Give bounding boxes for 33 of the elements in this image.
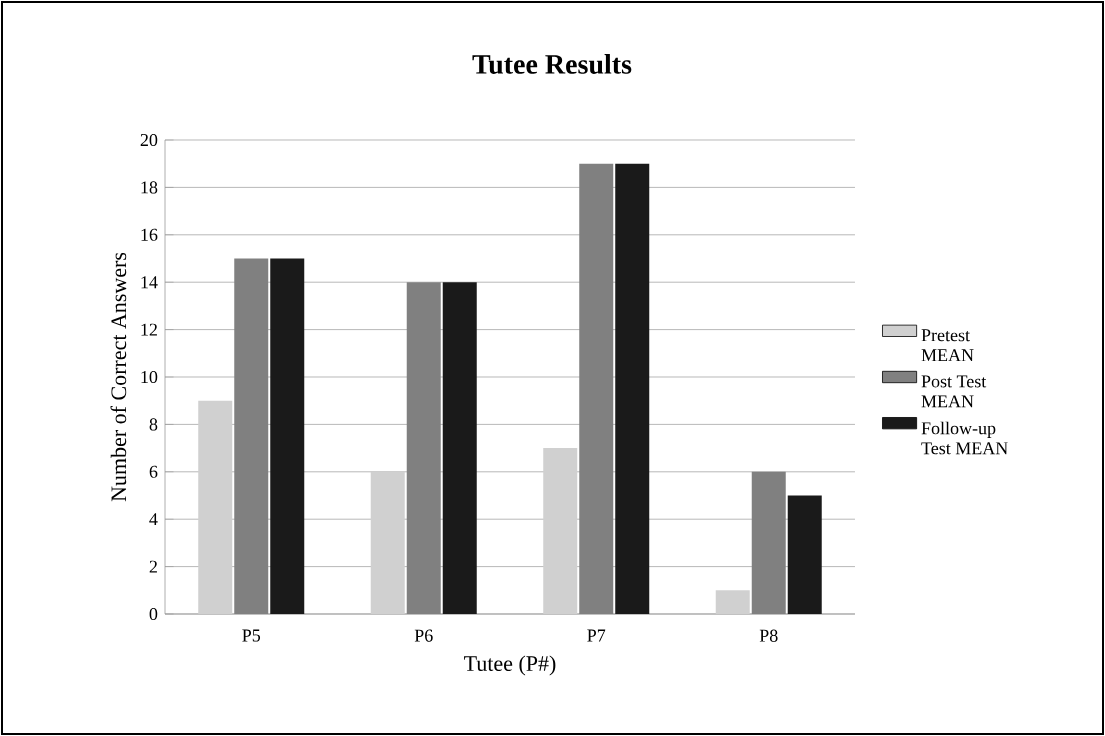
bar — [715, 590, 750, 614]
bar — [615, 163, 650, 614]
bar — [370, 471, 405, 614]
y-tick-label: 2 — [149, 560, 157, 573]
x-tick-label: P7 — [587, 629, 606, 642]
bar — [579, 163, 614, 614]
legend-label: Pretest MEAN — [921, 329, 974, 362]
y-tick-label: 6 — [149, 465, 158, 478]
x-tick-label: P8 — [759, 629, 778, 642]
y-tick-label: 16 — [141, 228, 158, 241]
y-axis-title: Number of Correct Answers — [110, 252, 127, 502]
legend-label: Follow-up Test MEAN — [921, 421, 1008, 455]
bar — [234, 258, 269, 614]
bar — [406, 282, 441, 614]
y-tick-label: 12 — [141, 323, 157, 336]
bar — [442, 282, 477, 614]
x-axis-title: Tutee (P#) — [464, 655, 556, 676]
x-tick-label: P5 — [242, 629, 261, 642]
y-tick-label: 14 — [141, 276, 158, 289]
legend-label: Post Test MEAN — [921, 375, 987, 408]
y-tick-label: 20 — [140, 133, 158, 147]
bar — [198, 400, 233, 614]
bar — [787, 495, 822, 614]
y-tick-label: 8 — [149, 418, 158, 431]
chart-title: Tutee Results — [472, 54, 632, 74]
y-tick-label: 4 — [149, 513, 158, 526]
y-tick-label: 0 — [149, 607, 158, 621]
bar — [751, 471, 786, 614]
y-tick-label: 18 — [141, 181, 158, 194]
y-tick-label: 10 — [141, 370, 158, 384]
bar — [543, 448, 578, 614]
x-tick-label: P6 — [414, 629, 433, 642]
bar — [270, 258, 305, 614]
